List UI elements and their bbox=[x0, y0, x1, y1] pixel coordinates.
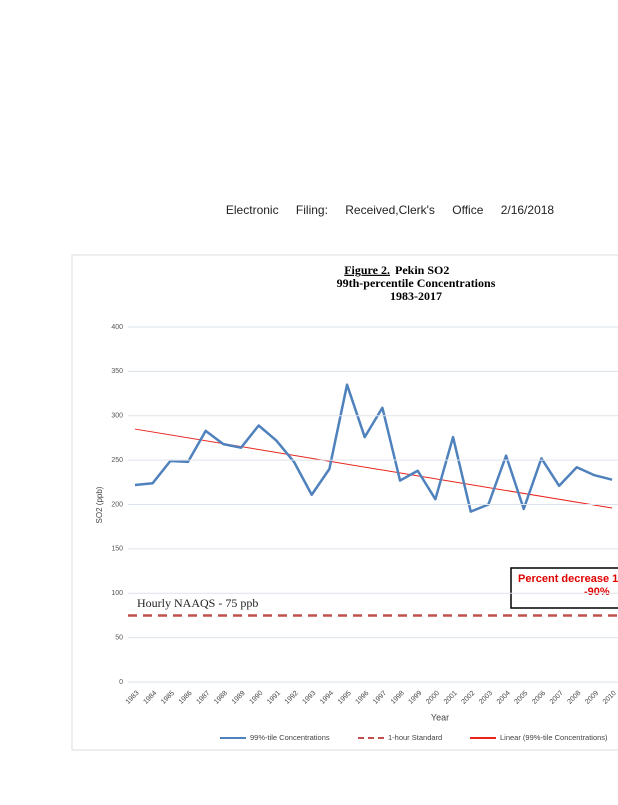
annotation: Percent decrease 198 bbox=[518, 573, 618, 585]
y-tick-label: 0 bbox=[119, 679, 123, 686]
chart-title: Figure 2. bbox=[344, 263, 390, 277]
chart-subtitle: 99th-percentile Concentrations bbox=[337, 276, 496, 290]
y-axis-label: SO2 (ppb) bbox=[95, 486, 104, 523]
legend-label: 1-hour Standard bbox=[388, 733, 442, 742]
trend-line bbox=[134, 428, 613, 509]
y-tick-label: 250 bbox=[111, 457, 123, 464]
annotation: Hourly NAAQS - 75 ppb bbox=[137, 596, 258, 610]
y-tick-label: 400 bbox=[111, 324, 123, 331]
annotation-box bbox=[510, 567, 618, 609]
legend-label: Linear (99%-tile Concentrations) bbox=[500, 733, 608, 742]
y-tick-label: 350 bbox=[111, 368, 123, 375]
annotation: -90% bbox=[584, 586, 610, 598]
chart-frame bbox=[71, 254, 618, 751]
y-tick-label: 200 bbox=[111, 501, 123, 508]
data-line bbox=[134, 383, 613, 513]
y-tick-label: 300 bbox=[111, 413, 123, 420]
chart-subtitle: 1983-2017 bbox=[390, 289, 442, 303]
legend-label: 99%-tile Concentrations bbox=[250, 733, 330, 742]
filing-header: Electronic Filing: Received,Clerk's Offi… bbox=[226, 203, 555, 217]
x-axis-label: Year bbox=[431, 712, 449, 722]
chart-title-rest: Pekin SO2 bbox=[395, 263, 449, 277]
y-tick-label: 50 bbox=[115, 634, 123, 641]
y-tick-label: 100 bbox=[111, 590, 123, 597]
y-tick-label: 150 bbox=[111, 546, 123, 553]
